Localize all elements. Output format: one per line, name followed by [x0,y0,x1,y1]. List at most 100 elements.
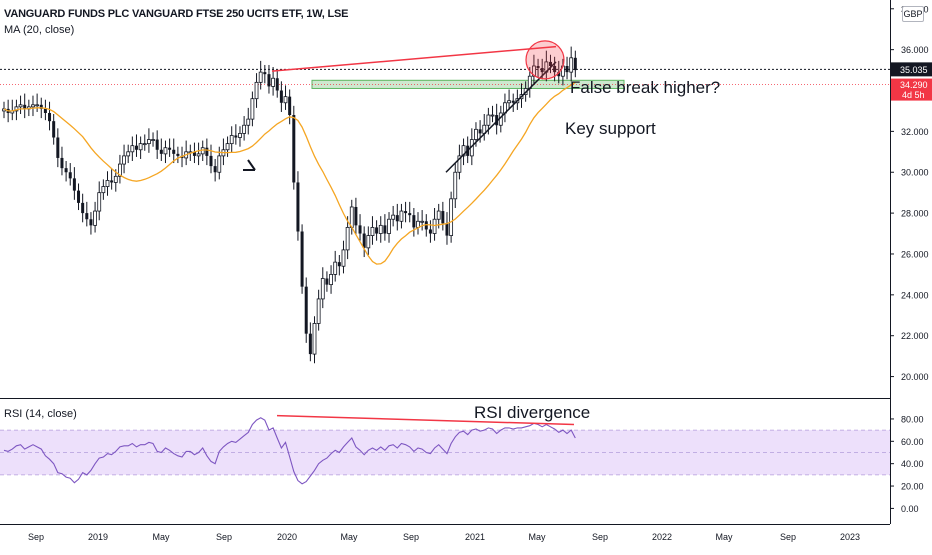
candle-down [300,231,304,287]
candle-down [308,333,312,355]
candle-up [349,206,354,228]
candle-up [246,118,251,126]
candle-up [126,151,131,157]
time-tick-label: 2022 [652,532,672,542]
candle-down [296,182,300,232]
support-trendline [445,61,557,173]
candle-down [395,215,399,222]
rsi-tick-label: 0.00 [901,504,919,514]
candle-down [362,233,366,248]
candle-down [110,180,114,183]
candle-down [304,286,308,334]
candle-down [60,157,64,169]
currency-badge[interactable]: GBP [902,6,924,22]
rsi-tick-label: 20.00 [901,482,924,492]
candle-down [408,213,412,216]
candle-down [375,227,379,234]
candle-down [263,72,267,75]
prior-price-badge [891,78,932,101]
candle-up [97,192,102,212]
countdown-value: 4d 5h [902,90,925,100]
candle-up [532,65,536,77]
candle-down [81,202,85,214]
last-price-value: 35.035 [900,65,928,75]
candle-down [159,149,163,154]
candle-down [72,178,76,191]
candle-up [217,155,222,173]
candle-down [354,206,358,226]
candle-up [387,218,391,234]
time-tick-label: May [528,532,546,542]
candle-down [85,213,89,220]
candle-down [404,211,408,214]
candle-up [461,145,466,157]
time-tick-label: May [715,532,733,542]
time-tick-label: Sep [592,532,608,542]
candle-down [428,229,432,234]
candle-up [399,210,404,222]
candle-up [93,210,97,226]
rsi-indicator-label[interactable]: RSI (14, close) [4,408,77,420]
candle-down [412,215,416,228]
candle-up [370,227,375,236]
candle-up [101,186,106,194]
candle-down [573,57,577,71]
candle-down [267,74,271,87]
candle-up [449,198,454,236]
candle-down [565,65,569,73]
ma-indicator-label[interactable]: MA (20, close) [4,24,75,36]
candle-up [35,104,40,107]
resistance-trendline [271,45,557,72]
price-tick-label: 28.000 [901,209,929,219]
candle-down [337,262,341,267]
candle-up [31,104,35,108]
candle-down [205,147,209,156]
candle-up [105,180,110,187]
price-tick-label: 30.000 [901,168,929,178]
time-tick-label: 2019 [88,532,108,542]
candle-up [138,143,143,151]
candle-up [333,261,338,275]
candle-up [283,96,288,104]
candle-down [213,166,217,173]
candle-down [234,135,238,138]
candle-up [453,171,458,200]
time-tick-label: 2023 [840,532,860,542]
candle-up [569,57,574,73]
candle-up [18,104,23,108]
candle-down [424,221,428,230]
candle-up [345,227,350,251]
time-tick-label: Sep [216,532,232,542]
candle-up [490,114,495,117]
candle-down [43,108,47,113]
time-tick-label: May [340,532,358,542]
candle-up [486,114,491,126]
time-tick-label: 2020 [277,532,297,542]
candle-down [52,121,56,138]
candle-down [39,104,43,109]
price-tick-label: 24.000 [901,290,929,300]
candle-up [416,220,420,228]
candle-down [445,223,449,236]
candle-down [292,115,296,183]
candle-up [457,155,462,173]
price-tick-label: 36.000 [901,45,929,55]
candle-down [279,90,283,103]
time-tick-label: Sep [403,532,419,542]
rsi-tick-label: 40.00 [901,459,924,469]
candle-down [548,61,552,66]
candle-up [146,139,151,145]
candle-up [391,214,396,220]
candle-down [383,225,387,234]
rsi-tick-label: 60.00 [901,437,924,447]
annotation-key-support: Key support [565,119,656,138]
candle-down [275,78,279,91]
candle-down [288,96,292,116]
price-tick-label: 26.000 [901,249,929,259]
candle-down [511,100,515,103]
rsi-tick-label: 80.00 [901,414,924,424]
rsi-divergence-line [276,414,575,426]
rsi-line [3,417,576,485]
time-tick-label: Sep [780,532,796,542]
